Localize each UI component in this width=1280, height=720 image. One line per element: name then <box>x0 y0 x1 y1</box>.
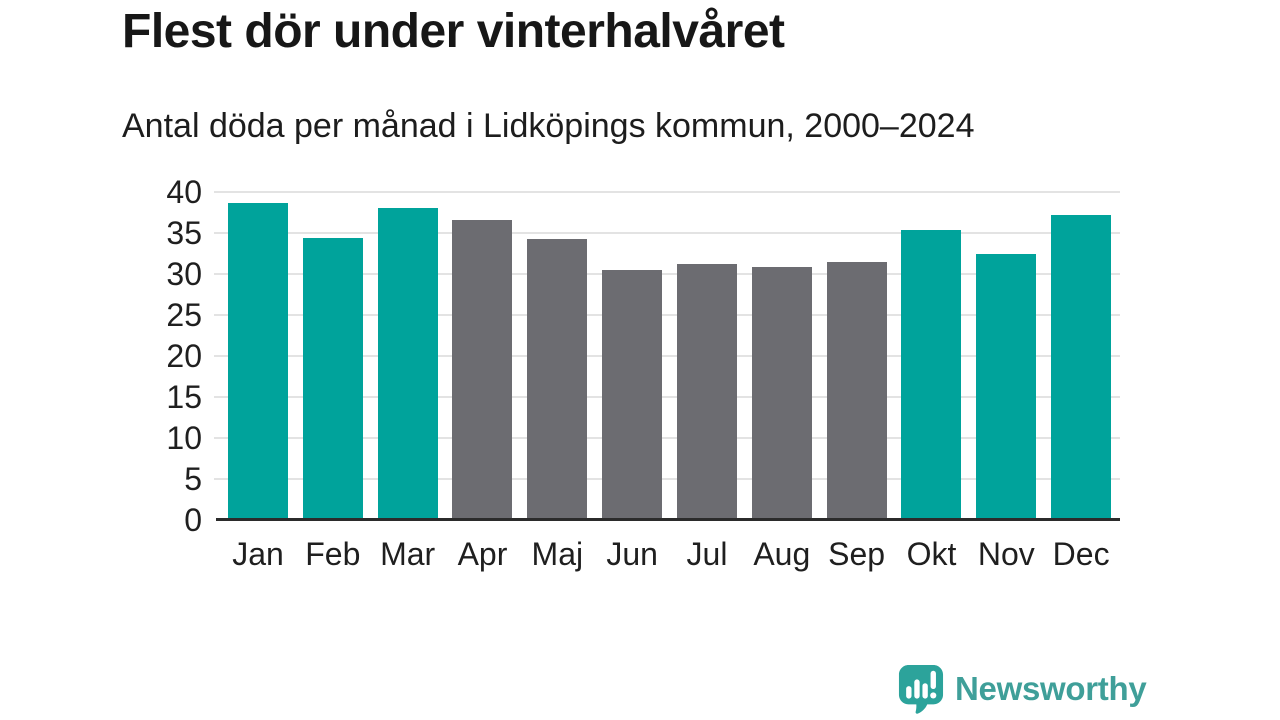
x-tick-label-okt: Okt <box>906 536 957 572</box>
y-tick-label-25: 25 <box>166 297 202 333</box>
y-tick-label-35: 35 <box>166 215 202 251</box>
x-tick-label-feb: Feb <box>305 536 361 572</box>
x-tick-label-jul: Jul <box>686 536 728 572</box>
y-tick-label-40: 40 <box>166 174 202 210</box>
gridline-20 <box>214 355 1120 357</box>
x-tick-label-mar: Mar <box>380 536 436 572</box>
brand-name: Newsworthy <box>955 670 1147 707</box>
y-tick-label-20: 20 <box>166 338 202 374</box>
x-tick-label-jan: Jan <box>232 536 284 572</box>
gridline-40 <box>214 191 1120 193</box>
bar-jul <box>676 264 737 520</box>
bar-jun <box>602 269 663 520</box>
y-tick-label-5: 5 <box>184 461 202 497</box>
gridline-25 <box>214 314 1120 316</box>
bar-chart-plot: 0 5 10 15 20 25 30 35 40 Jan Feb Mar Apr Maj Jun Jul Aug… <box>166 176 1120 570</box>
chart-title: Flest dör under vinterhalvåret <box>122 5 785 58</box>
y-tick-label-15: 15 <box>166 379 202 415</box>
x-tick-label-nov: Nov <box>977 536 1035 572</box>
bar-feb <box>302 237 363 520</box>
bar-dec <box>1051 214 1112 520</box>
bar-apr <box>452 219 513 520</box>
bar-sep <box>826 261 887 520</box>
gridline-5 <box>214 478 1120 480</box>
x-tick-label-maj: Maj <box>531 536 584 572</box>
bar-okt <box>901 229 962 520</box>
newsworthy-logo-icon <box>898 665 944 714</box>
bar-nov <box>976 253 1037 520</box>
x-tick-label-apr: Apr <box>457 536 508 572</box>
gridline-15 <box>214 396 1120 398</box>
x-axis-line <box>216 518 1120 521</box>
x-tick-label-jun: Jun <box>606 536 658 572</box>
gridline-10 <box>214 437 1120 439</box>
x-tick-label-dec: Dec <box>1052 536 1110 572</box>
gridline-30 <box>214 273 1120 275</box>
bar-aug <box>751 266 812 520</box>
bar-jan <box>228 202 288 520</box>
gridline-35 <box>214 232 1120 234</box>
y-tick-label-0: 0 <box>184 502 202 538</box>
chart-subtitle: Antal döda per månad i Lidköpings kommun… <box>122 107 975 145</box>
y-tick-label-10: 10 <box>166 420 202 456</box>
y-tick-label-30: 30 <box>166 256 202 292</box>
bar-maj <box>527 238 588 520</box>
x-tick-label-sep: Sep <box>828 536 886 572</box>
brand-footer: Newsworthy <box>898 664 1147 714</box>
x-tick-label-aug: Aug <box>753 536 811 572</box>
bar-mar <box>377 207 438 520</box>
